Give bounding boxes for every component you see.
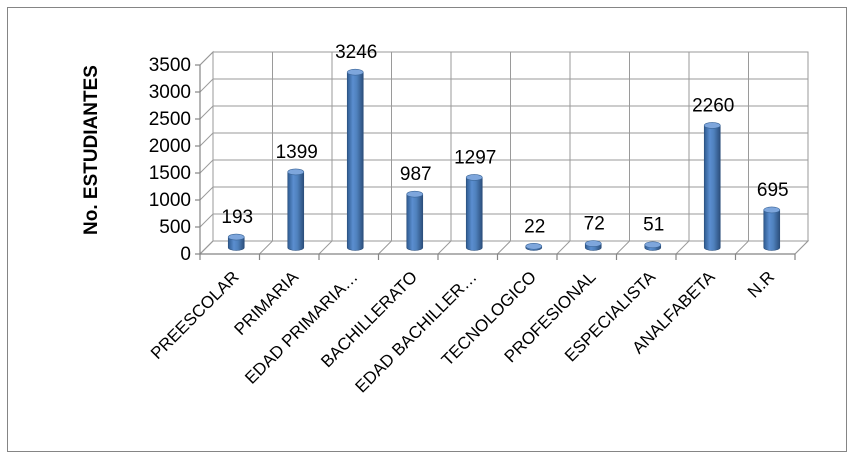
bar-body — [227, 236, 245, 251]
bar-body — [346, 71, 364, 251]
data-label: 695 — [757, 180, 789, 201]
bar — [644, 241, 662, 251]
bar — [465, 174, 483, 251]
gridline-side — [199, 105, 214, 120]
bar-top — [703, 122, 721, 129]
data-label: 72 — [584, 214, 605, 235]
gridline-side — [199, 186, 214, 201]
gridline-floor — [199, 240, 214, 255]
y-axis-label: No. ESTUDIANTES — [81, 65, 102, 235]
gridline-side — [199, 51, 214, 66]
gridline-floor — [437, 240, 452, 255]
bar-body — [406, 193, 424, 251]
gridline-side — [199, 78, 214, 93]
category-label: N.R — [744, 267, 778, 301]
gridline-floor — [259, 240, 273, 255]
bar-body — [465, 177, 483, 251]
data-label: 193 — [221, 207, 253, 228]
y-tick-label: 1000 — [149, 190, 191, 211]
gridline-floor — [735, 240, 749, 255]
gridlines — [199, 51, 809, 255]
bar — [703, 122, 721, 251]
y-tick-label: 1500 — [149, 163, 191, 184]
y-tick-label: 2000 — [149, 136, 191, 157]
side-wall — [199, 50, 214, 256]
gridline-floor — [675, 240, 690, 255]
bar-top — [227, 233, 245, 241]
bar-top — [584, 240, 602, 247]
gridline-side — [199, 159, 214, 174]
bar-top — [525, 243, 543, 250]
gridline-side — [199, 213, 214, 228]
bar-top — [644, 241, 662, 249]
data-label: 22 — [524, 216, 545, 237]
bar — [525, 243, 543, 251]
gridline-floor — [378, 240, 392, 255]
gridline-floor — [497, 240, 511, 255]
y-tick-label: 3500 — [149, 55, 191, 76]
bar-body — [763, 209, 781, 251]
axes — [195, 64, 796, 260]
y-tick-label: 3000 — [149, 82, 191, 103]
data-label: 51 — [643, 215, 664, 236]
gridline-floor — [794, 240, 809, 255]
gridline-side — [199, 132, 214, 147]
bar — [227, 233, 245, 251]
data-label: 1297 — [454, 147, 496, 168]
bar — [287, 168, 305, 251]
bar-top — [763, 206, 781, 214]
category-label: EDAD PRIMARIA… — [241, 267, 361, 387]
data-label: 2260 — [692, 95, 734, 116]
gridline-floor — [616, 240, 630, 255]
y-tick-label: 500 — [159, 217, 191, 238]
y-tick-label: 0 — [180, 244, 191, 265]
bars — [227, 68, 781, 251]
data-label: 987 — [400, 164, 432, 185]
bar-top — [465, 174, 483, 181]
bar — [584, 240, 602, 251]
bar-body — [703, 125, 721, 251]
category-label: PREESCOLAR — [147, 267, 243, 363]
gridline-floor — [556, 240, 571, 255]
bar-body — [287, 171, 305, 251]
bar-top — [287, 168, 305, 176]
data-label: 3246 — [335, 42, 377, 63]
gridline-floor — [318, 240, 333, 255]
bar — [346, 68, 364, 251]
data-label: 1399 — [276, 142, 318, 163]
bar — [763, 206, 781, 251]
y-tick-label: 2500 — [149, 109, 191, 130]
bar-top — [406, 190, 424, 198]
bar — [406, 190, 424, 251]
bar-top — [346, 68, 364, 76]
